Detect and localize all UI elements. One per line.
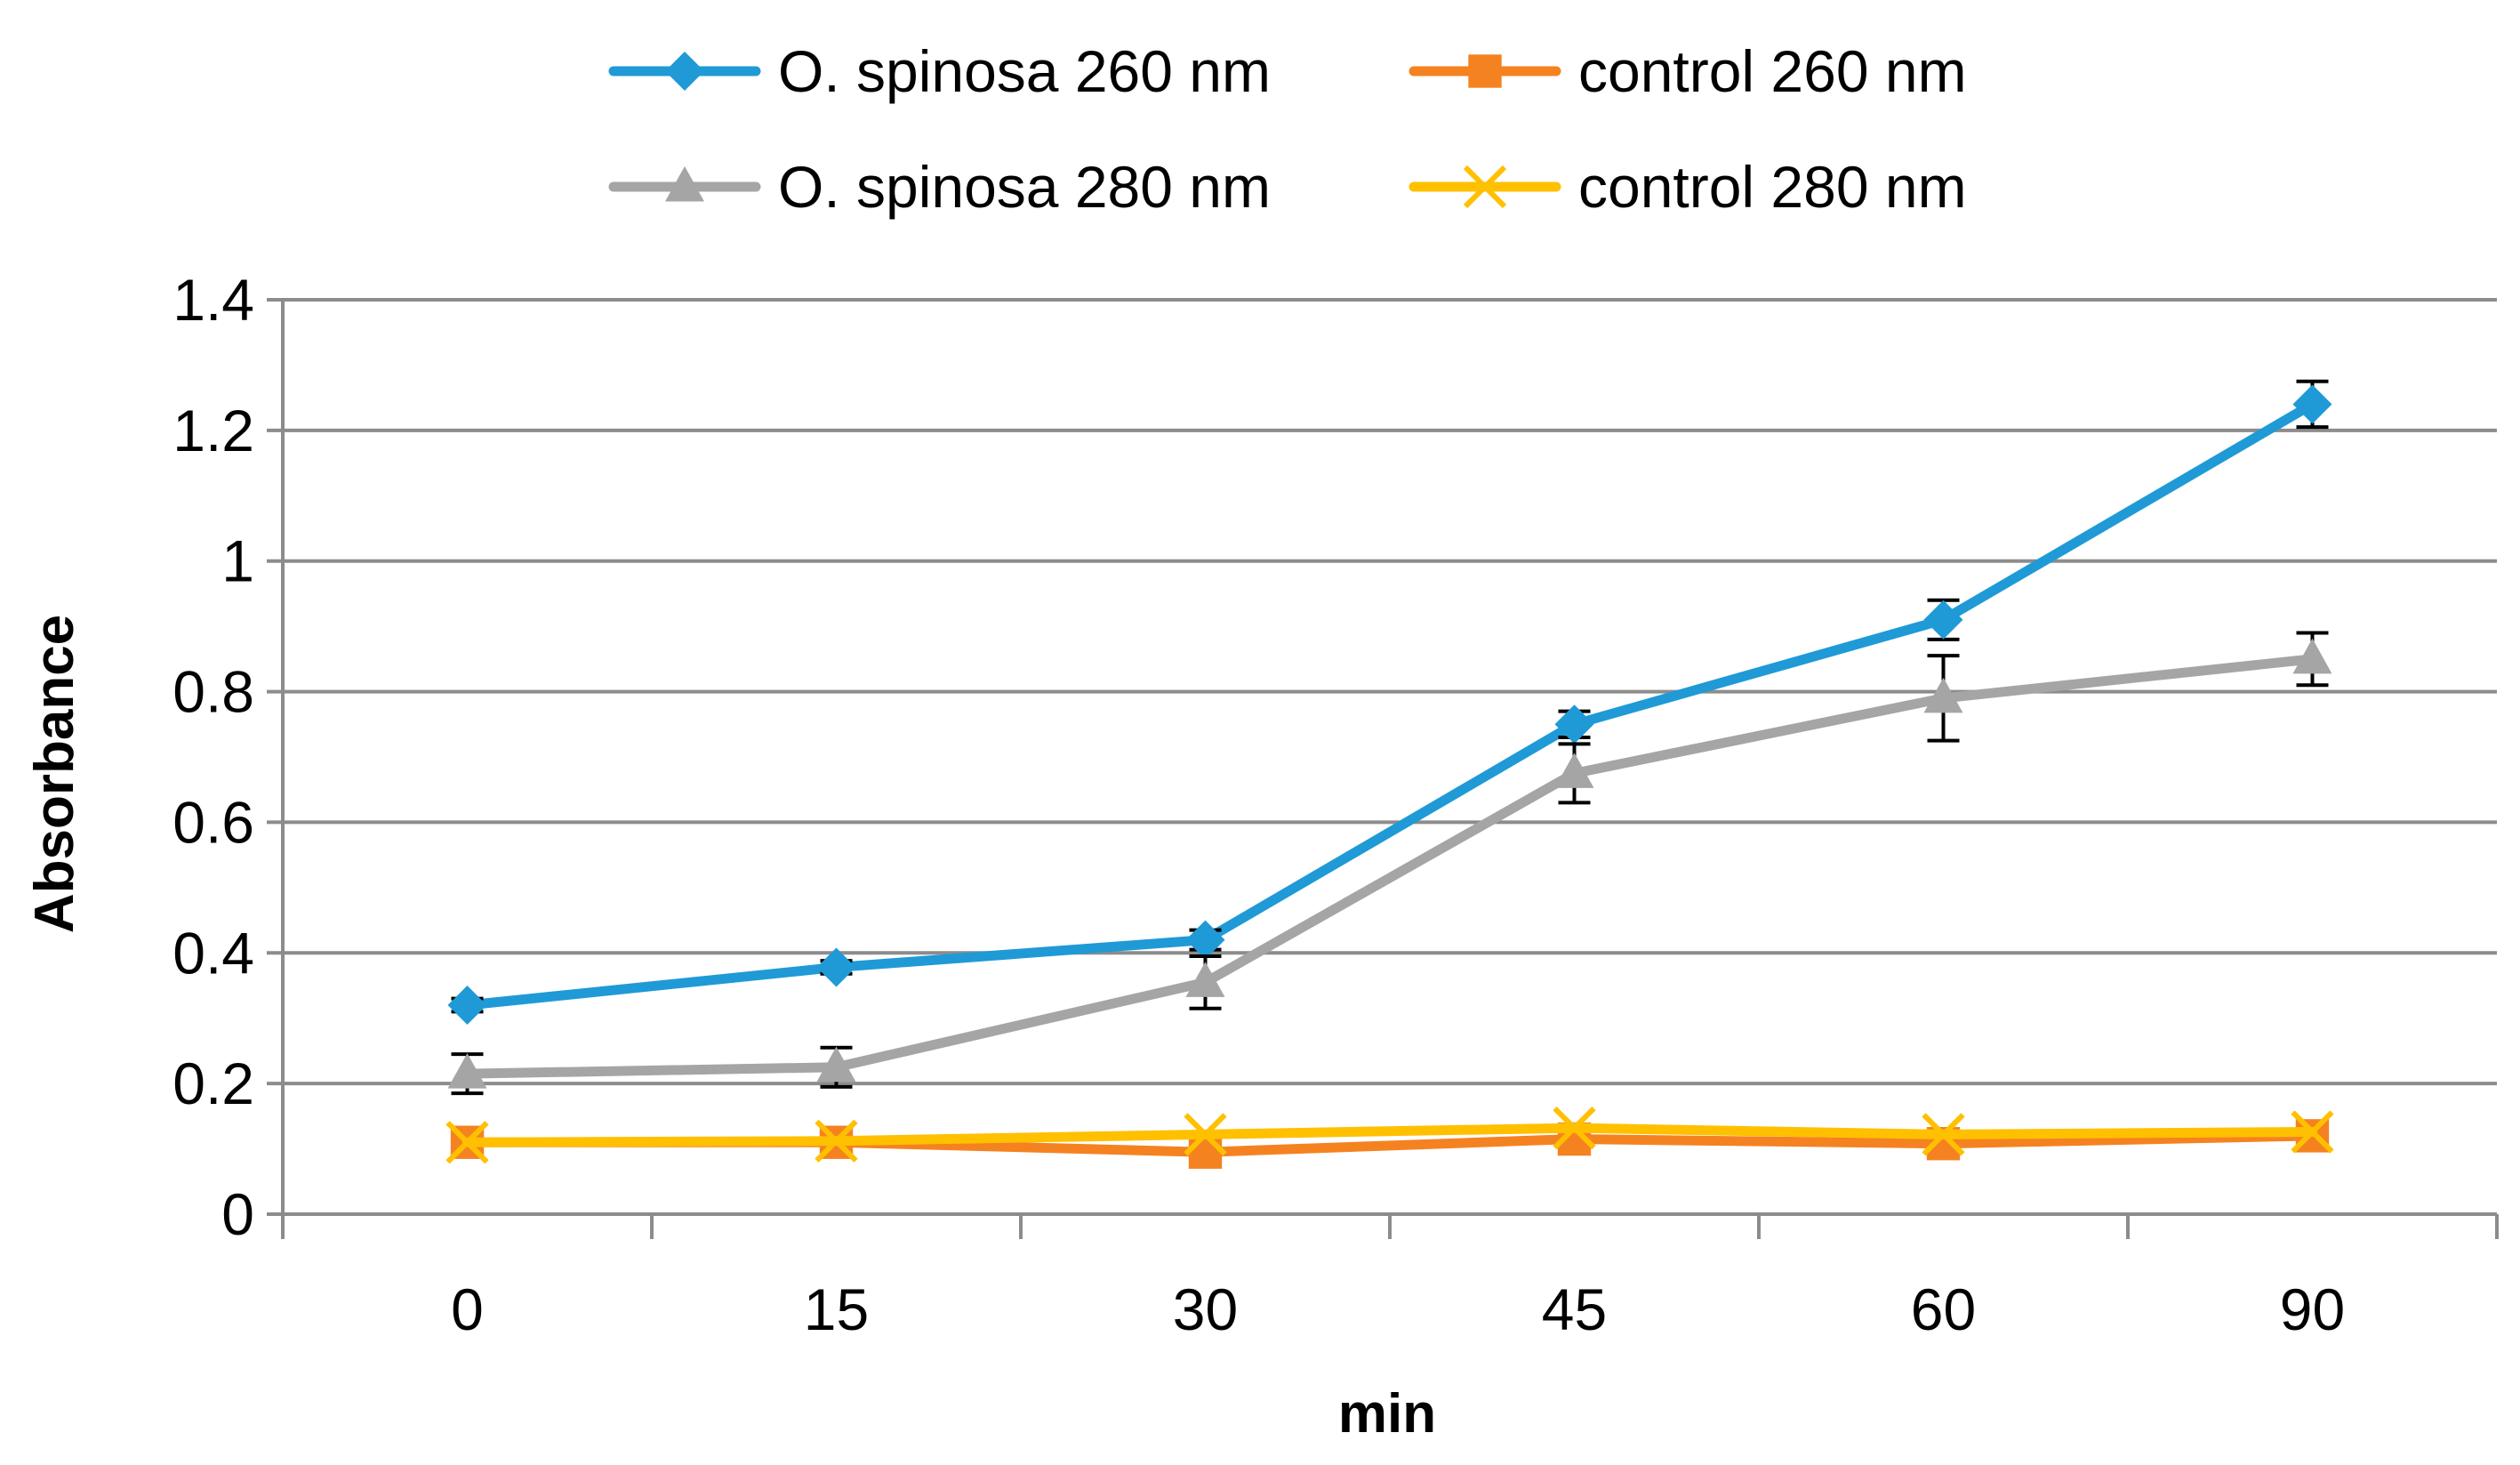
data-point xyxy=(1185,920,1225,960)
data-point xyxy=(1922,1113,1965,1156)
legend-marker xyxy=(665,52,704,91)
data-point xyxy=(447,986,487,1026)
data-point xyxy=(1553,1106,1596,1150)
legend-label: O. spinosa 260 nm xyxy=(778,38,1271,104)
series-line xyxy=(462,398,2317,1010)
marker-stroke xyxy=(445,1121,489,1164)
data-point xyxy=(2292,638,2332,674)
marker-stroke xyxy=(815,1119,858,1163)
x-tick-label: 30 xyxy=(1173,1276,1238,1342)
legend: O. spinosa 260 nm control 260 nm O. spinos… xyxy=(608,38,1967,220)
marker-stroke xyxy=(1922,1113,1965,1156)
series-layer xyxy=(445,379,2334,1169)
y-tick-label: 0.6 xyxy=(173,789,254,855)
data-point xyxy=(815,1119,858,1163)
data-point xyxy=(2291,1110,2334,1154)
gridlines xyxy=(283,298,2497,1086)
data-point xyxy=(1923,677,1963,713)
axes: 0 0.2 0.4 0.6 0.8 1 1.2 1.4 0 15 30 45 60 90 xyxy=(173,267,2499,1342)
y-tick-label: 0.4 xyxy=(173,920,254,986)
series-control-280-nm xyxy=(445,1106,2334,1164)
legend-item: control 280 nm xyxy=(1408,154,1967,220)
y-axis-title: Absorbance xyxy=(24,615,85,933)
x-tick-label: 0 xyxy=(451,1276,484,1342)
legend-item: O. spinosa 260 nm xyxy=(608,38,1271,104)
data-point xyxy=(1923,600,1963,640)
legend-label: control 260 nm xyxy=(1578,38,1967,104)
legend-item: O. spinosa 280 nm xyxy=(608,154,1271,220)
y-tick-label: 0 xyxy=(221,1181,254,1247)
x-tick-label: 45 xyxy=(1542,1276,1607,1342)
marker-stroke xyxy=(2291,1110,2334,1154)
data-point xyxy=(1554,753,1594,788)
data-point xyxy=(1184,1113,1227,1156)
data-point xyxy=(1554,704,1594,745)
y-tick-label: 0.2 xyxy=(173,1050,254,1116)
data-point xyxy=(1188,1135,1223,1169)
y-tick-label: 1 xyxy=(221,528,254,594)
data-point xyxy=(816,1046,856,1083)
marker-stroke xyxy=(1184,1113,1227,1156)
series-o-spinosa-280-nm xyxy=(447,631,2332,1096)
x-tick-label: 15 xyxy=(804,1276,869,1342)
y-tick-label: 0.8 xyxy=(173,659,254,725)
y-tick-label: 1.4 xyxy=(173,267,254,333)
legend-label: control 280 nm xyxy=(1578,154,1967,220)
data-point xyxy=(816,947,856,987)
data-point xyxy=(1185,962,1225,997)
x-tick-label: 60 xyxy=(1911,1276,1976,1342)
series-line xyxy=(462,654,2317,1079)
data-point xyxy=(2292,384,2332,424)
y-tick-label: 1.2 xyxy=(173,398,254,463)
series-o-spinosa-260-nm xyxy=(447,379,2332,1026)
series-line xyxy=(462,1123,2317,1147)
marker-stroke xyxy=(1463,165,1507,209)
legend-item: control 260 nm xyxy=(1408,38,1967,104)
legend-marker xyxy=(665,165,704,202)
legend-marker xyxy=(1468,54,1502,88)
x-axis-title: min xyxy=(1338,1383,1436,1445)
data-point xyxy=(447,1053,487,1089)
x-tick-label: 90 xyxy=(2280,1276,2345,1342)
data-point xyxy=(445,1121,489,1164)
legend-label: O. spinosa 280 nm xyxy=(778,154,1271,220)
marker-stroke xyxy=(1553,1106,1596,1150)
legend-marker xyxy=(1463,165,1507,209)
